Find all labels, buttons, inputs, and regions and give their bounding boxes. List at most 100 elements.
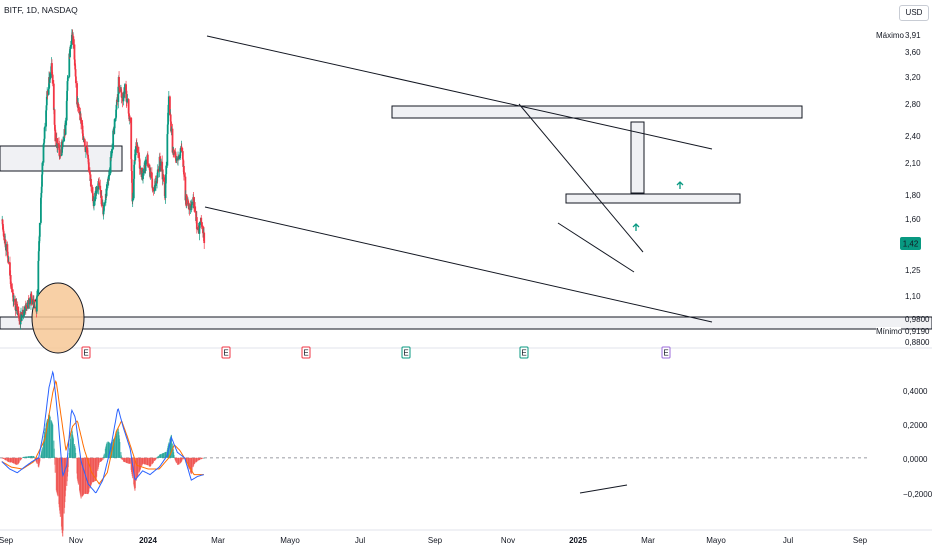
macd-histogram-bar (57, 457, 59, 497)
earnings-marker[interactable] (301, 346, 311, 359)
candle-body (182, 159, 185, 167)
macd-histogram-bar (194, 457, 196, 464)
price-axis-label: 3,20 (905, 73, 921, 82)
candle-body (201, 225, 204, 227)
candle-body (161, 161, 164, 172)
time-axis-label: Jul (783, 536, 793, 545)
candle-body (105, 190, 108, 196)
macd-histogram-bar (83, 457, 85, 495)
channel-lower-line[interactable] (204, 206, 713, 323)
candle-body (63, 136, 66, 142)
candle-body (105, 184, 108, 191)
macd-histogram-bar (157, 455, 160, 458)
candle-body (82, 133, 84, 136)
candle-body (22, 309, 25, 316)
macd-histogram-bar (72, 438, 74, 458)
earnings-marker-label: E (403, 349, 408, 358)
candle-body (80, 117, 82, 123)
time-axis-label: 2024 (139, 536, 157, 545)
wedge-upper-line[interactable] (518, 103, 644, 253)
candle-body (89, 174, 92, 181)
time-axis-label: Mar (211, 536, 225, 545)
candle-body (114, 117, 117, 120)
candle-body (74, 65, 77, 70)
earnings-marker[interactable] (221, 346, 231, 359)
macd-signal-line (1, 380, 204, 485)
candle-body (69, 49, 71, 58)
macd-histogram-bar (74, 452, 77, 458)
earnings-marker-label: E (223, 349, 228, 358)
macd-histogram-bar (108, 442, 111, 458)
candle-body (58, 143, 60, 148)
macd-histogram-bar (134, 457, 136, 489)
candle-body (30, 296, 33, 299)
candle-body (42, 142, 45, 145)
bottom-highlight-circle[interactable] (31, 282, 85, 354)
candle-body (49, 73, 52, 80)
candle-body (23, 315, 25, 316)
earnings-marker-label: E (83, 349, 88, 358)
macd-histogram-bar (15, 457, 18, 465)
candle-body (112, 130, 115, 149)
macd-histogram-bar (36, 457, 38, 464)
candle-body (150, 172, 153, 179)
price-axis-label: 3,60 (905, 48, 921, 57)
price-axis-label: 2,80 (905, 100, 921, 109)
candle-body (125, 90, 128, 102)
candle-body (1, 219, 4, 224)
earnings-marker[interactable] (401, 346, 411, 359)
candle-body (42, 144, 45, 163)
macd-histogram-bar (150, 457, 152, 466)
candle-body (15, 303, 18, 307)
candle-body (110, 154, 113, 159)
candle-body (171, 128, 174, 153)
earnings-marker[interactable] (519, 346, 529, 359)
resistance-zone-mid[interactable] (565, 193, 741, 204)
wedge-lower-line[interactable] (557, 222, 635, 273)
candle-body (158, 156, 161, 172)
candle-body (104, 200, 107, 203)
candle-body (126, 99, 129, 103)
macd-histogram-bar (116, 429, 118, 458)
price-axis-label: 2,10 (905, 159, 921, 168)
candle-body (95, 190, 98, 194)
earnings-marker[interactable] (661, 346, 671, 359)
candle-body (170, 121, 172, 132)
candle-body (45, 110, 47, 127)
macd-histogram-bar (93, 457, 95, 482)
candle-body (84, 145, 87, 147)
macd-histogram-bar (77, 457, 80, 485)
candle-body (111, 148, 113, 154)
candle-body (94, 192, 96, 202)
time-axis-label: Mar (641, 536, 655, 545)
currency-button[interactable]: USD (899, 5, 929, 21)
time-axis-label: Sep (428, 536, 443, 545)
candle-body (28, 298, 31, 305)
candle-body (161, 171, 164, 180)
candle-body (103, 202, 106, 207)
resistance-zone-top[interactable] (391, 105, 803, 119)
candle-body (51, 74, 54, 76)
macd-histogram-bar (156, 457, 158, 459)
candle-body (130, 159, 133, 171)
candle-body (169, 114, 172, 122)
candle-body (41, 174, 43, 187)
min-label: Mínimo (876, 327, 903, 336)
macd-histogram-bar (203, 457, 205, 459)
support-zone-bottom[interactable] (0, 316, 932, 330)
candle-body (90, 186, 93, 188)
candle-body (142, 173, 144, 180)
earnings-marker[interactable] (81, 346, 91, 359)
target-box[interactable] (630, 121, 645, 194)
macd-histogram-bar (39, 457, 41, 462)
candle-body (139, 167, 142, 169)
time-axis-label: Nov (69, 536, 83, 545)
channel-upper-line[interactable] (206, 35, 713, 150)
candle-body (187, 205, 190, 209)
macd-divergence-line[interactable] (579, 484, 628, 494)
price-axis-label: 0,8800 (905, 338, 930, 347)
candle-body (46, 91, 49, 95)
macd-histogram-bar (121, 457, 123, 460)
